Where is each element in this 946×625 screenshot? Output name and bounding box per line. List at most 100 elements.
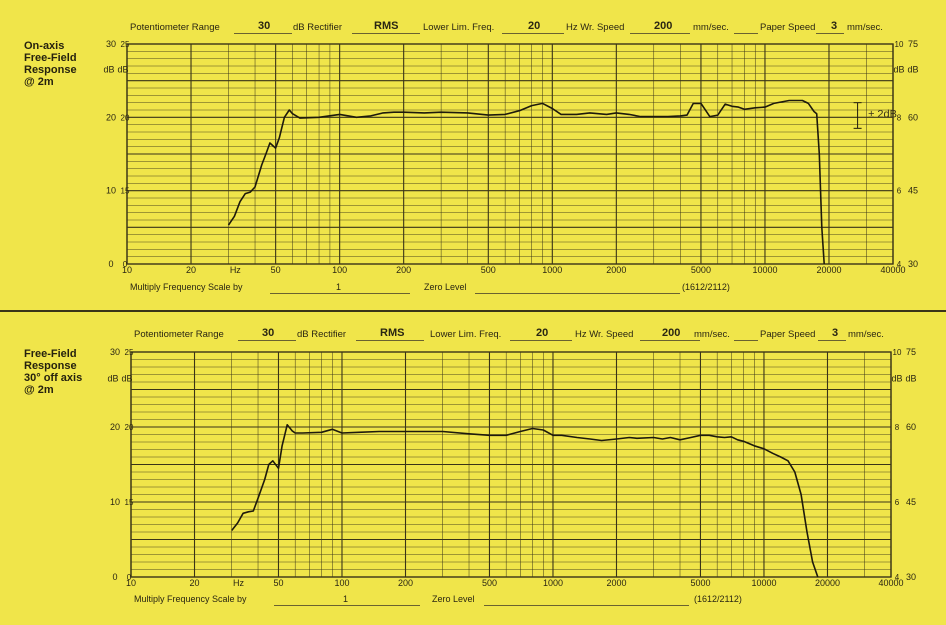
paper-speed-label: Paper Speed xyxy=(760,22,816,33)
x-tick-label: 100 xyxy=(332,265,347,275)
x-tick-label: 1000 xyxy=(543,578,563,588)
x-tick-label: 2000 xyxy=(606,265,626,275)
potentiometer-range-value: 30 xyxy=(262,327,275,339)
y-tick-label: 25 xyxy=(121,40,130,49)
chart-footer: Multiply Frequency Scale by 1 Zero Level… xyxy=(130,282,910,296)
potentiometer-range-label: Potentiometer Range xyxy=(130,22,220,33)
y-tick-label: 20 xyxy=(125,423,134,432)
rectifier-value: RMS xyxy=(374,20,399,32)
y-tick-label: 10 xyxy=(106,186,116,196)
x-tick-label: 2000 xyxy=(606,578,626,588)
underline xyxy=(475,293,680,294)
y-axis-unit: dB xyxy=(107,373,118,383)
y-tick-label: 20 xyxy=(110,422,120,432)
chart-panel-on-axis: On-axis Free-Field Response @ 2m Potenti… xyxy=(0,0,946,312)
y2-axis-unit: dB xyxy=(907,65,918,75)
frequency-response-chart: 10 20 50 100 200 500 1000 2000 5000 10000 20000 400… xyxy=(107,347,916,588)
underline xyxy=(734,340,758,341)
underline xyxy=(734,33,758,34)
x-axis-unit: Hz xyxy=(230,265,241,275)
chart-code: (1612/2112) xyxy=(694,594,742,604)
underline xyxy=(630,33,690,34)
x-tick-label: 500 xyxy=(482,578,497,588)
y2-tick-label: 8 xyxy=(895,423,900,432)
y-axis-unit: dB xyxy=(103,65,114,75)
x-tick-label: 20 xyxy=(186,265,196,275)
paper-speed-value: 3 xyxy=(831,20,838,32)
lower-lim-freq-value: 20 xyxy=(536,327,549,339)
y2-axis-unit: dB xyxy=(891,373,902,383)
y2-axis-unit: dB xyxy=(905,373,916,383)
underline xyxy=(270,293,410,294)
chart-header: Potentiometer Range 30 dB Rectifier RMS … xyxy=(130,20,900,38)
zero-level-label: Zero Level xyxy=(432,594,475,604)
underline xyxy=(238,340,296,341)
chart-footer: Multiply Frequency Scale by 1 Zero Level… xyxy=(134,594,914,608)
y2-tick-label: 30 xyxy=(908,259,918,269)
underline xyxy=(502,33,564,34)
y2-tick-label: 4 xyxy=(895,573,900,582)
paper-unit-label: mm/sec. xyxy=(848,329,884,340)
y-tick-label: 30 xyxy=(106,39,116,49)
writing-speed-value: 200 xyxy=(654,20,673,32)
y2-tick-label: 4 xyxy=(897,260,902,269)
x-tick-label: 10 xyxy=(126,578,136,588)
underline xyxy=(352,33,420,34)
x-tick-label: 50 xyxy=(273,578,283,588)
rectifier-value: RMS xyxy=(380,327,405,339)
y-tick-label: 30 xyxy=(110,347,120,357)
y2-axis-unit: dB xyxy=(893,65,904,75)
y-tick-label: 15 xyxy=(125,498,134,507)
writing-speed-value: 200 xyxy=(662,327,681,339)
mm-sec-label: mm/sec. xyxy=(693,22,729,33)
y-tick-label: 20 xyxy=(121,113,130,122)
x-tick-label: 50 xyxy=(271,265,281,275)
x-tick-label: 200 xyxy=(398,578,413,588)
chart-title: On-axis Free-Field Response @ 2m xyxy=(24,40,77,88)
db-rectifier-label: dB Rectifier xyxy=(293,22,343,33)
potentiometer-range-value: 30 xyxy=(258,20,271,32)
y2-tick-label: 10 xyxy=(893,348,902,357)
underline xyxy=(640,340,700,341)
x-tick-label: 10000 xyxy=(752,265,777,275)
y2-tick-label: 30 xyxy=(906,572,916,582)
paper-unit-label: mm/sec. xyxy=(847,22,883,33)
plot-frame xyxy=(126,43,894,265)
x-tick-label: 5000 xyxy=(691,265,711,275)
mm-sec-label: mm/sec. xyxy=(694,329,730,340)
potentiometer-range-label: Potentiometer Range xyxy=(134,329,224,340)
x-tick-label: 10000 xyxy=(751,578,776,588)
zero-level-label: Zero Level xyxy=(424,282,467,292)
y2-tick-label: 75 xyxy=(906,347,916,357)
paper-speed-label: Paper Speed xyxy=(760,329,816,340)
underline xyxy=(356,340,424,341)
x-tick-label: 40000 xyxy=(878,578,903,588)
multiply-frequency-label: Multiply Frequency Scale by xyxy=(130,282,243,292)
y-tick-label: 25 xyxy=(125,348,134,357)
x-tick-label: 40000 xyxy=(880,265,905,275)
y2-tick-label: 75 xyxy=(908,39,918,49)
y-tick-label: 15 xyxy=(121,187,130,196)
y2-tick-label: 45 xyxy=(906,497,916,507)
x-tick-label: 200 xyxy=(396,265,411,275)
hz-wr-speed-label: Hz Wr. Speed xyxy=(566,22,625,33)
multiply-frequency-label: Multiply Frequency Scale by xyxy=(134,594,247,604)
x-tick-label: 20000 xyxy=(815,578,840,588)
response-curve xyxy=(231,424,819,578)
chart-title: Free-Field Response 30° off axis @ 2m xyxy=(24,348,83,396)
x-tick-label: 500 xyxy=(481,265,496,275)
x-tick-label: 100 xyxy=(334,578,349,588)
y2-tick-label: 45 xyxy=(908,186,918,196)
paper-speed-value: 3 xyxy=(832,327,839,339)
hz-wr-speed-label: Hz Wr. Speed xyxy=(575,329,634,340)
y2-tick-label: 60 xyxy=(906,422,916,432)
lower-lim-freq-value: 20 xyxy=(528,20,541,32)
chart-header: Potentiometer Range 30 dB Rectifier RMS … xyxy=(134,327,904,345)
y-tick-label: 0 xyxy=(123,260,128,269)
underline xyxy=(484,605,689,606)
y2-tick-label: 6 xyxy=(895,498,900,507)
frequency-response-chart: 10 20 50 100 200 500 1000 2000 5000 10000 20000 400… xyxy=(103,39,918,275)
chart-panel-off-axis: Free-Field Response 30° off axis @ 2m Po… xyxy=(0,312,946,625)
x-tick-label: 5000 xyxy=(690,578,710,588)
x-tick-label: 20000 xyxy=(816,265,841,275)
